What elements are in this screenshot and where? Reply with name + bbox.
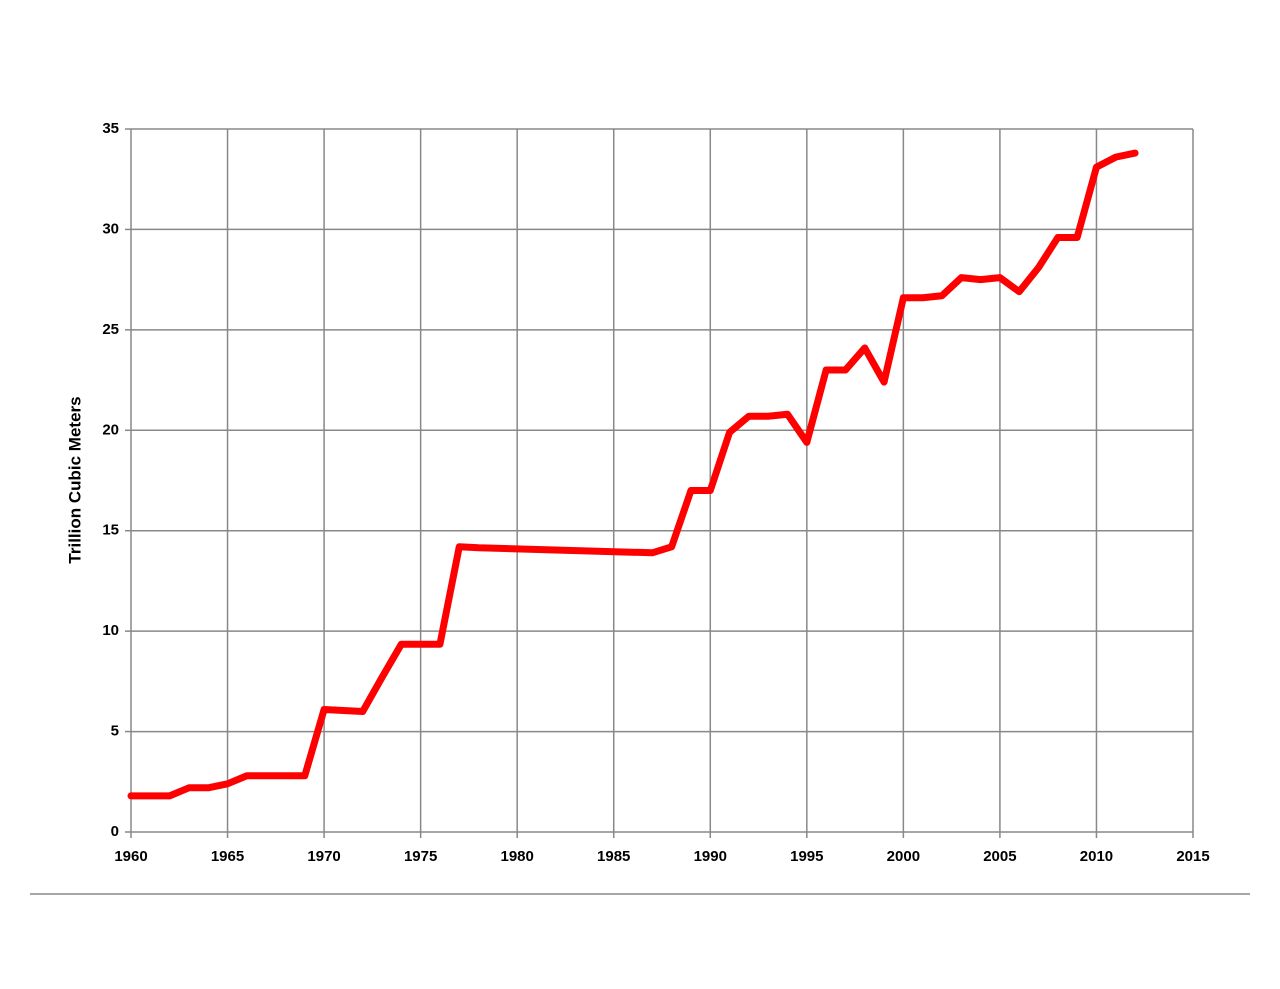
x-tick-label: 1975 xyxy=(404,848,437,865)
y-tick-label: 15 xyxy=(102,522,119,539)
x-tick-label: 2010 xyxy=(1080,848,1113,865)
x-tick-label: 2000 xyxy=(887,848,920,865)
x-tick-label: 2015 xyxy=(1176,848,1209,865)
x-tick-label: 1990 xyxy=(694,848,727,865)
y-axis-label: Trillion Cubic Meters xyxy=(65,396,84,563)
x-tick-label: 1980 xyxy=(500,848,533,865)
y-tick-label: 25 xyxy=(102,321,119,338)
data-line xyxy=(127,149,1139,800)
y-tick-label: 0 xyxy=(111,823,119,840)
x-tick-label: 1970 xyxy=(307,848,340,865)
y-tick-label: 10 xyxy=(102,622,119,639)
x-tick-label: 1995 xyxy=(790,848,823,865)
y-tick-label: 35 xyxy=(102,120,119,137)
x-tick-label: 1985 xyxy=(597,848,630,865)
x-tick-label: 1960 xyxy=(114,848,147,865)
y-tick-label: 20 xyxy=(102,421,119,438)
y-tick-label: 30 xyxy=(102,220,119,237)
y-tick-label: 5 xyxy=(111,723,119,740)
x-tick-label: 2005 xyxy=(983,848,1016,865)
x-tick-label: 1965 xyxy=(211,848,244,865)
